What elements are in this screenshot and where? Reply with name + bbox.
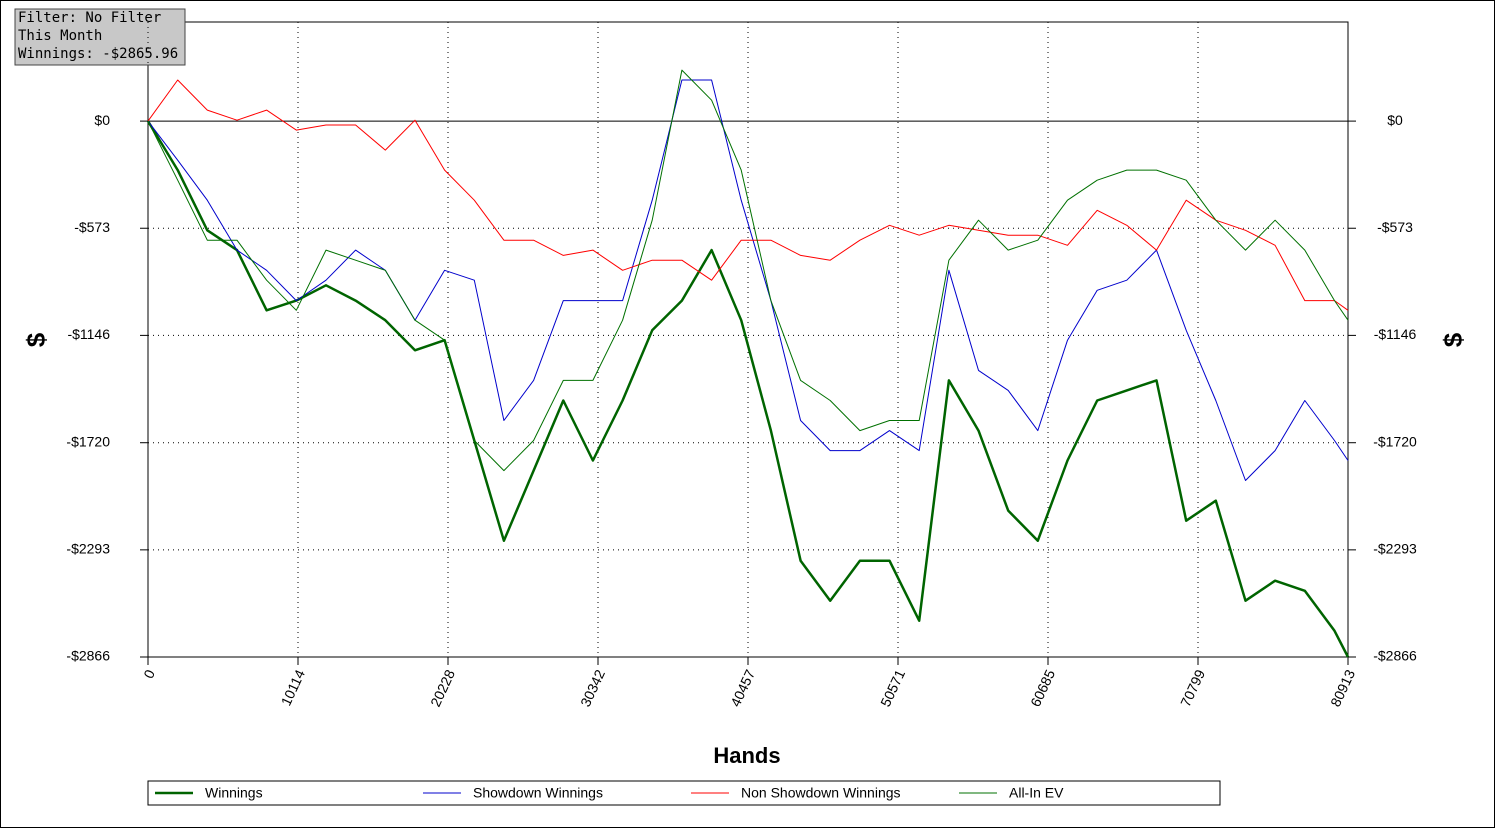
y-tick-label: -$1720 — [66, 433, 110, 449]
y-tick-label-right: -$2293 — [1373, 541, 1417, 557]
series-line — [147, 79, 1349, 481]
legend-label: Showdown Winnings — [473, 785, 603, 801]
y-tick-label: -$573 — [74, 219, 110, 235]
info-text: This Month — [18, 28, 102, 44]
info-box — [14, 8, 186, 66]
legend-label: Non Showdown Winnings — [741, 785, 901, 801]
legend-label: All-In EV — [1009, 785, 1064, 801]
info-text: Filter: No Filter — [18, 10, 161, 26]
legend — [147, 780, 1221, 806]
series-line — [147, 79, 1349, 311]
y-tick-label: -$2293 — [66, 541, 110, 557]
y-tick-label: $0 — [94, 112, 110, 128]
y-tick-label-right: -$573 — [1377, 219, 1413, 235]
y-axis-label: $ — [21, 332, 51, 347]
x-axis-label: Hands — [713, 743, 780, 768]
y-tick-label: -$2866 — [66, 648, 110, 664]
y-tick-label-right: -$1720 — [1373, 433, 1417, 449]
series-line — [146, 120, 1350, 658]
y-tick-label-right: -$1146 — [1374, 326, 1417, 342]
series-line — [147, 69, 1349, 472]
y-tick-label-right: $0 — [1387, 112, 1403, 128]
y-axis-label-right: $ — [1438, 332, 1468, 347]
y-tick-label-right: -$2866 — [1373, 648, 1417, 664]
legend-label: Winnings — [205, 785, 263, 801]
y-tick-label: -$1146 — [67, 326, 110, 342]
info-text: Winnings: -$2865.96 — [18, 46, 178, 62]
